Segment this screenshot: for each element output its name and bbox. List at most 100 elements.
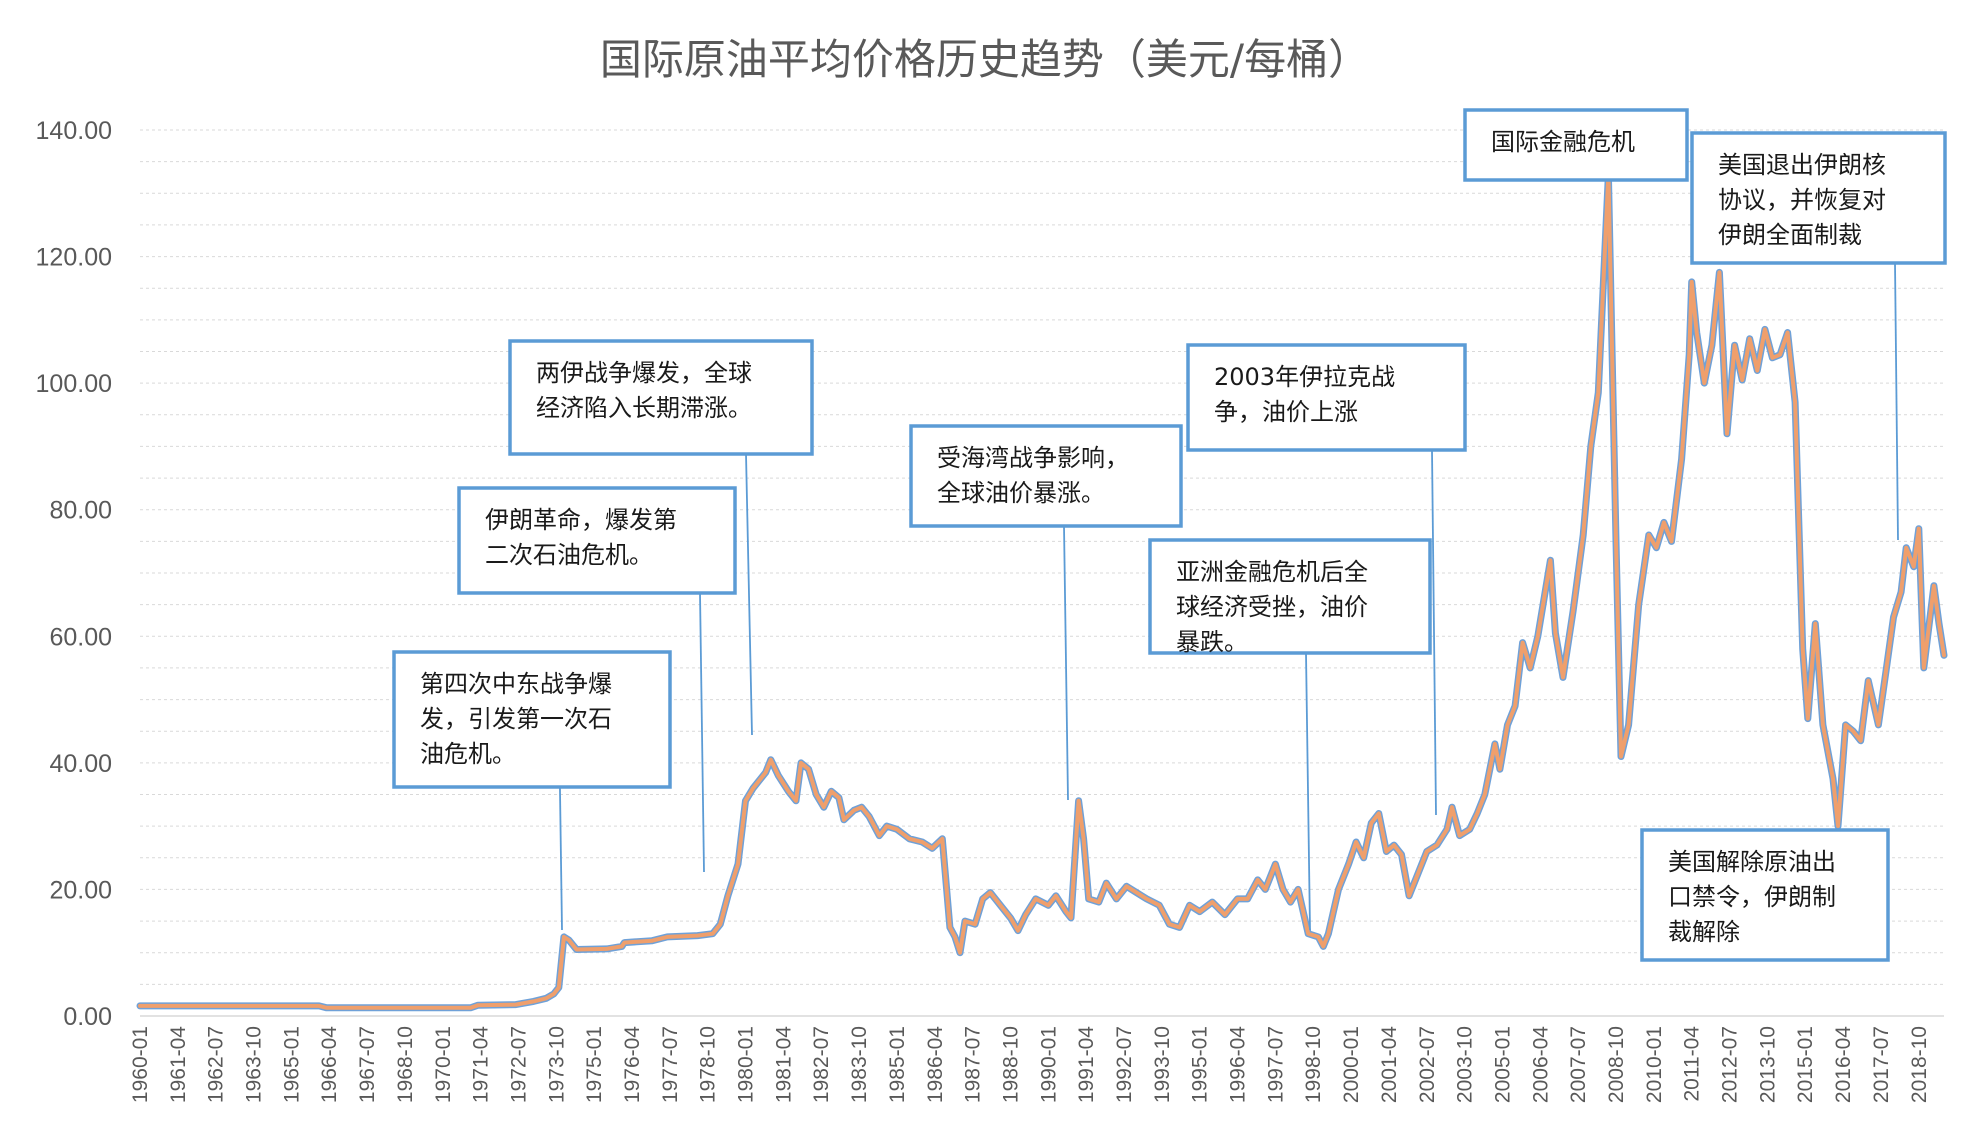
x-tick-label: 2005-01 (1491, 1026, 1514, 1103)
y-tick-label: 20.00 (49, 876, 112, 904)
annotation-text-line: 美国解除原油出 (1668, 848, 1836, 876)
annotation-text-line: 伊朗全面制裁 (1718, 221, 1862, 249)
chart-title: 国际原油平均价格历史趋势（美元/每桶） (600, 35, 1370, 84)
x-tick-label: 1996-04 (1227, 1026, 1250, 1103)
annotation-text-line: 油危机。 (420, 740, 516, 768)
annotation-text-line: 裁解除 (1668, 918, 1740, 946)
annotation-box (508, 339, 814, 456)
x-tick-label: 1981-04 (772, 1026, 795, 1103)
annotation-text-line: 伊朗革命，爆发第 (485, 506, 677, 534)
x-tick-label: 1965-01 (280, 1026, 303, 1103)
annotation-box (392, 650, 672, 789)
x-tick-label: 1972-07 (507, 1026, 530, 1103)
annotation-text-line: 协议，并恢复对 (1718, 186, 1886, 214)
x-tick-label: 2010-01 (1643, 1026, 1666, 1103)
annotation-box (1148, 538, 1432, 655)
annotation-text-line: 二次石油危机。 (485, 541, 653, 569)
x-tick-label: 1992-07 (1113, 1026, 1136, 1103)
x-tick-label: 1971-04 (470, 1026, 493, 1103)
x-tick-label: 1990-01 (1037, 1026, 1060, 1103)
x-tick-label: 2011-04 (1681, 1026, 1704, 1102)
x-tick-label: 1966-04 (318, 1026, 341, 1103)
y-tick-label: 0.00 (63, 1003, 112, 1031)
annotation-text-line: 发，引发第一次石 (420, 705, 612, 733)
annotation-leader-line (1431, 449, 1437, 816)
annotation-text-line: 全球油价暴涨。 (937, 479, 1105, 507)
annotation-box (1463, 108, 1689, 182)
x-tick-label: 2002-07 (1416, 1026, 1439, 1103)
annotation-gulf-war: 受海湾战争影响， 全球油价暴涨。 (909, 424, 1183, 801)
y-tick-label: 40.00 (49, 750, 112, 778)
x-tick-label: 2006-04 (1529, 1026, 1552, 1103)
price-series (136, 170, 1948, 1012)
y-tick-label: 120.00 (36, 244, 112, 272)
x-tick-label: 2018-10 (1908, 1026, 1931, 1103)
annotation-text-line: 争，油价上涨 (1214, 398, 1358, 426)
x-tick-label: 1973-10 (545, 1026, 568, 1103)
annotation-text-line: 两伊战争爆发，全球 (536, 359, 752, 387)
annotation-text-line: 2003年伊拉克战 (1214, 363, 1395, 391)
x-tick-label: 1962-07 (205, 1026, 228, 1103)
y-axis-tick-labels: 0.00 20.00 40.00 60.00 80.00 100.00 120.00 140.… (36, 117, 112, 1031)
x-tick-label: 1970-01 (432, 1026, 455, 1103)
annotation-leader-line (1305, 652, 1311, 931)
annotation-text-line: 暴跌。 (1176, 628, 1248, 656)
x-tick-label: 2012-07 (1719, 1026, 1742, 1103)
annotation-box (909, 424, 1183, 528)
x-tick-label: 2015-01 (1794, 1026, 1817, 1103)
x-tick-label: 1967-07 (356, 1026, 379, 1103)
annotation-text-line: 经济陷入长期滞涨。 (536, 394, 752, 422)
annotation-text-line: 受海湾战争影响， (937, 444, 1129, 472)
x-tick-label: 1982-07 (810, 1026, 833, 1103)
x-tick-label: 1960-01 (129, 1026, 152, 1103)
x-axis-tick-labels: 1960-01 1961-04 1962-07 1963-10 1965-01 1966-… (129, 1026, 1931, 1103)
x-tick-label: 2000-01 (1340, 1026, 1363, 1103)
annotation-text-line: 国际金融危机 (1491, 128, 1635, 156)
x-tick-label: 1968-10 (394, 1026, 417, 1103)
x-tick-label: 1987-07 (962, 1026, 985, 1103)
annotation-leader-line (745, 453, 753, 736)
y-tick-label: 100.00 (36, 370, 112, 398)
x-tick-label: 1995-01 (1189, 1026, 1212, 1103)
x-tick-label: 1977-07 (659, 1026, 682, 1103)
annotation-leader-line (1063, 525, 1069, 801)
x-tick-label: 1983-10 (848, 1026, 871, 1103)
x-tick-label: 1980-01 (735, 1026, 758, 1103)
x-tick-label: 2008-10 (1605, 1026, 1628, 1103)
annotation-text-line: 口禁令，伊朗制 (1668, 883, 1836, 911)
x-tick-label: 1993-10 (1151, 1026, 1174, 1103)
annotation-box (1690, 131, 1947, 265)
y-tick-label: 80.00 (49, 497, 112, 525)
x-tick-label: 2007-07 (1567, 1026, 1590, 1103)
y-tick-label: 60.00 (49, 623, 112, 651)
x-tick-label: 1961-04 (167, 1026, 190, 1103)
x-tick-label: 2003-10 (1454, 1026, 1477, 1103)
x-tick-label: 2016-04 (1832, 1026, 1855, 1103)
annotation-text-line: 第四次中东战争爆 (420, 670, 612, 698)
y-tick-label: 140.00 (36, 117, 112, 145)
event-annotations: 第四次中东战争爆发，引发第一次石油危机。伊朗革命，爆发第二次石油危机。两伊战争爆… (392, 108, 1947, 962)
x-tick-label: 1991-04 (1075, 1026, 1098, 1103)
annotation-leader-line (1894, 262, 1899, 541)
x-tick-label: 1997-07 (1264, 1026, 1287, 1103)
x-tick-label: 2013-10 (1756, 1026, 1779, 1103)
x-tick-label: 1985-01 (886, 1026, 909, 1103)
series-line (138, 172, 1946, 1010)
x-tick-label: 1988-10 (999, 1026, 1022, 1103)
annotation-box (1640, 828, 1890, 962)
x-tick-label: 1963-10 (243, 1026, 266, 1103)
x-tick-label: 1976-04 (621, 1026, 644, 1103)
annotation-box (1186, 343, 1467, 452)
annotation-text-line: 亚洲金融危机后全 (1176, 558, 1368, 586)
x-tick-label: 2017-07 (1870, 1026, 1893, 1103)
x-tick-label: 1986-04 (924, 1026, 947, 1103)
annotation-box (457, 486, 737, 595)
